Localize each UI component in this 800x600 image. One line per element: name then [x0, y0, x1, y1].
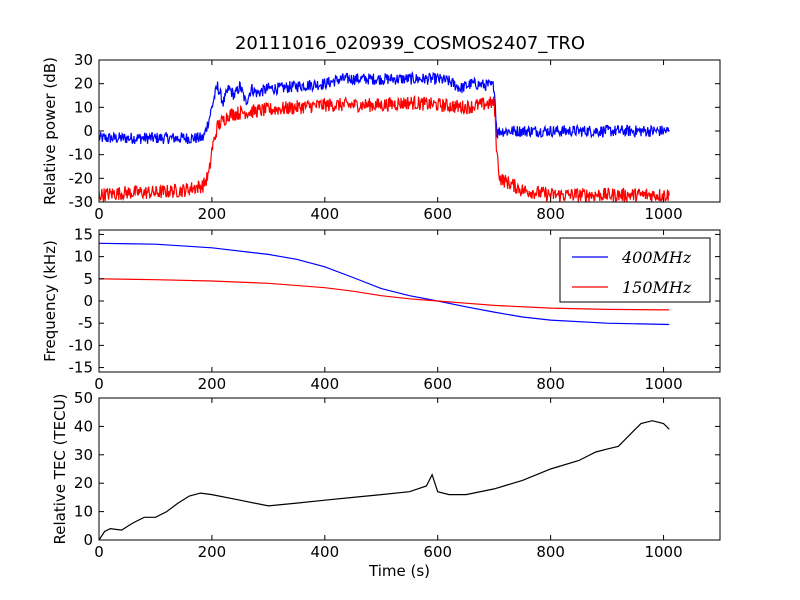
power-xtick-label: 1000: [644, 205, 682, 223]
power-xtick-label: 200: [198, 205, 227, 223]
frequency-ytick-label: -5: [78, 314, 93, 332]
tec-xtick-label: 600: [423, 543, 452, 561]
power-ytick-label: -20: [69, 169, 94, 187]
frequency-ytick-label: -15: [69, 359, 94, 377]
tec-ytick-label: 50: [74, 389, 93, 407]
tec-ytick-label: 0: [83, 531, 93, 549]
frequency-ytick-label: 5: [83, 270, 93, 288]
tec-xtick-label: 1000: [644, 543, 682, 561]
power-series-1-line: [99, 94, 670, 202]
power-ytick-label: -30: [69, 193, 94, 211]
tec-ytick-label: 30: [74, 446, 93, 464]
tec-xtick-label: 800: [536, 543, 565, 561]
frequency-series-0-line: [99, 242, 670, 326]
tec-frame: [98, 397, 721, 541]
frequency-ylabel: Frequency (kHz): [41, 240, 59, 362]
frequency-ytick-label: 0: [83, 292, 93, 310]
frequency-xtick-label: 0: [94, 375, 104, 393]
power-xtick-label: 800: [536, 205, 565, 223]
tec-xtick-label: 400: [310, 543, 339, 561]
power-xtick-label: 400: [310, 205, 339, 223]
power-ytick-label: 20: [74, 75, 93, 93]
power-axes: 0 200 400 600 800 1000 -30 -20 -10 0 10 20 30 Relativ…: [41, 51, 721, 223]
frequency-ytick-label: 15: [74, 225, 93, 243]
frequency-legend: [559, 237, 711, 303]
tec-series-0-line: [99, 420, 670, 540]
frequency-legend-label: 400MHz: [621, 248, 692, 267]
frequency-axes: 0 200 400 600 800 1000 -15 -10 -5 0 5 10 15 Frequency…: [41, 225, 721, 393]
power-xtick-label: 0: [94, 205, 104, 223]
tec-ylabel: Relative TEC (TECU): [51, 394, 69, 545]
tec-xlabel: Time (s): [368, 562, 430, 580]
frequency-ytick-label: -10: [69, 336, 94, 354]
frequency-series-1-line: [99, 278, 670, 311]
frequency-xtick-label: 400: [310, 375, 339, 393]
figure-title: 20111016_020939_COSMOS2407_TRO: [235, 33, 585, 54]
tec-ytick-label: 20: [74, 474, 93, 492]
tec-xtick-label: 200: [198, 543, 227, 561]
tec-ytick-label: 40: [74, 417, 93, 435]
frequency-xtick-label: 200: [198, 375, 227, 393]
tec-xtick-label: 0: [94, 543, 104, 561]
tec-ytick-label: 10: [74, 503, 93, 521]
power-ytick-label: 30: [74, 51, 93, 69]
frequency-xtick-label: 600: [423, 375, 452, 393]
tec-axes: 0 200 400 600 800 1000 0 10 20 30 40 50 Relative TEC…: [51, 389, 721, 580]
power-series-0-line: [99, 70, 670, 145]
power-ylabel: Relative power (dB): [41, 57, 59, 205]
frequency-ytick-label: 10: [74, 248, 93, 266]
power-ytick-label: 10: [74, 98, 93, 116]
power-ytick-label: 0: [83, 122, 93, 140]
frequency-legend-label: 150MHz: [622, 278, 692, 297]
frequency-xtick-label: 800: [536, 375, 565, 393]
power-ytick-label: -10: [69, 146, 94, 164]
power-xtick-label: 600: [423, 205, 452, 223]
axes-root: 0 200 400 600 800 1000-30-20-100102030Relativ…: [41, 51, 721, 580]
frequency-xtick-label: 1000: [644, 375, 682, 393]
